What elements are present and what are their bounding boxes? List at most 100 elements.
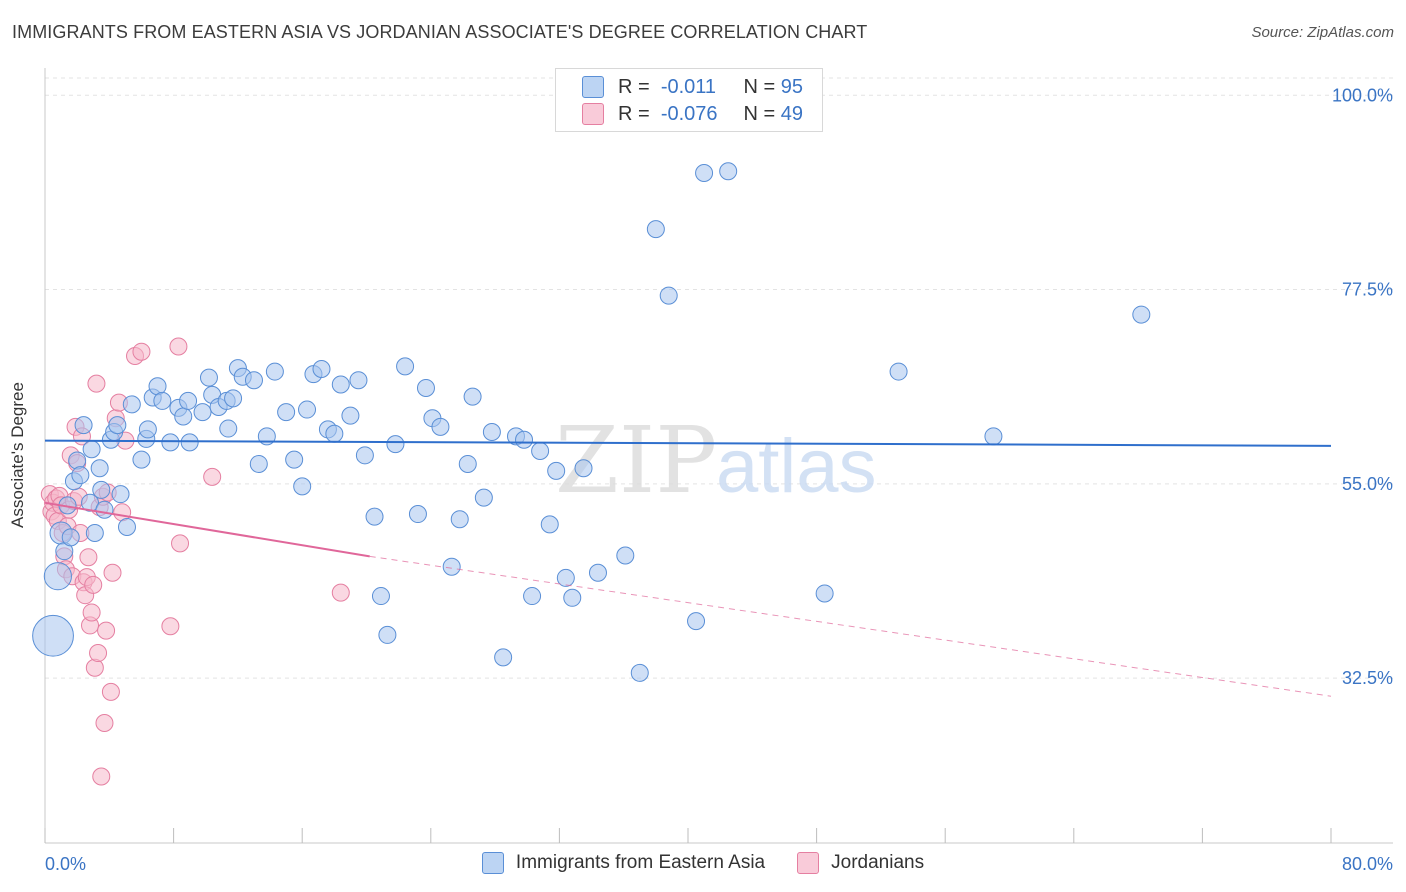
eastern-asia-point <box>122 395 141 414</box>
eastern-asia-point <box>540 515 559 534</box>
legend-n-label: N = <box>743 102 776 125</box>
series-legend-jordanians[interactable]: Jordanians <box>797 852 924 874</box>
series-swatch-pink <box>797 852 820 874</box>
eastern-asia-point <box>442 557 461 576</box>
eastern-asia-point <box>193 403 212 422</box>
eastern-asia-point <box>95 500 114 519</box>
eastern-asia-point <box>646 220 665 239</box>
legend-row-eastern-asia: R = -0.011 N = 95 <box>582 74 803 100</box>
eastern-asia-point <box>531 442 550 461</box>
eastern-asia-point <box>616 546 635 565</box>
jordanian-point <box>169 337 188 356</box>
jordanian-trend-line <box>44 501 370 558</box>
tick-labels: 32.5% 55.0% 77.5% 100.0% 0.0% 80.0% <box>45 85 1393 874</box>
eastern-asia-point <box>687 612 706 631</box>
y-tick-label: 55.0% <box>1342 474 1393 494</box>
jordanian-point <box>87 374 106 393</box>
eastern-asia-trend-line <box>44 439 1332 447</box>
jordanian-point <box>84 575 103 594</box>
eastern-asia-point <box>355 446 374 465</box>
eastern-asia-point <box>386 435 405 454</box>
eastern-asia-point <box>61 528 80 547</box>
eastern-asia-point <box>365 507 384 526</box>
eastern-asia-point <box>74 416 93 435</box>
eastern-asia-point <box>889 362 908 381</box>
y-tick-label: 32.5% <box>1342 668 1393 688</box>
legend-swatch-pink <box>582 103 604 125</box>
series-legend-eastern-asia[interactable]: Immigrants from Eastern Asia <box>481 852 766 874</box>
eastern-asia-point <box>482 423 501 442</box>
eastern-asia-point <box>111 485 130 504</box>
jordanian-point <box>161 617 180 636</box>
eastern-asia-point <box>32 614 74 657</box>
eastern-asia-point <box>815 584 834 603</box>
eastern-asia-point <box>458 454 477 473</box>
eastern-asia-point <box>293 477 312 496</box>
series-legend: Immigrants from Eastern Asia Jordanians <box>0 852 1406 874</box>
eastern-asia-point <box>659 286 678 305</box>
eastern-asia-point <box>117 517 136 536</box>
eastern-asia-points <box>32 162 1151 682</box>
legend-r-label: R = <box>618 75 650 98</box>
x-tick-label-min: 0.0% <box>45 854 86 874</box>
legend-swatch-blue <box>582 76 604 98</box>
y-tick-label: 77.5% <box>1342 280 1393 300</box>
legend-n-value: 95 <box>780 75 803 98</box>
jordanian-point <box>171 534 190 553</box>
eastern-asia-point <box>277 403 296 422</box>
eastern-asia-point <box>298 400 317 419</box>
legend-row-jordanians: R = -0.076 N = 49 <box>582 101 803 127</box>
jordanian-point <box>97 621 116 640</box>
jordanian-point <box>331 583 350 602</box>
jordanian-point <box>85 658 104 677</box>
jordanian-trend-extension <box>369 555 1332 697</box>
eastern-asia-point <box>153 391 172 410</box>
y-tick-label: 100.0% <box>1332 85 1393 105</box>
eastern-asia-point <box>556 568 575 587</box>
eastern-asia-point <box>984 427 1003 446</box>
correlation-legend: R = -0.011 N = 95 R = -0.076 N = 49 <box>555 68 823 132</box>
eastern-asia-point <box>85 524 104 543</box>
eastern-asia-point <box>630 663 649 682</box>
series-legend-label: Immigrants from Eastern Asia <box>515 852 766 873</box>
eastern-asia-point <box>180 433 199 452</box>
eastern-asia-point <box>371 587 390 606</box>
eastern-asia-point <box>90 459 109 478</box>
axes <box>44 68 1393 844</box>
eastern-asia-point <box>71 466 90 485</box>
watermark-atlas: atlas <box>716 424 877 509</box>
eastern-asia-point <box>396 357 415 376</box>
eastern-asia-point <box>719 162 738 181</box>
eastern-asia-point <box>408 505 427 524</box>
chart-title: IMMIGRANTS FROM EASTERN ASIA VS JORDANIA… <box>12 22 868 42</box>
eastern-asia-point <box>547 461 566 480</box>
eastern-asia-point <box>515 430 534 449</box>
eastern-asia-point <box>474 488 493 507</box>
eastern-asia-point <box>285 450 304 469</box>
legend-r-label: R = <box>618 102 650 125</box>
eastern-asia-point <box>81 493 100 512</box>
eastern-asia-point <box>563 588 582 607</box>
trend-lines <box>44 439 1332 697</box>
jordanian-point <box>89 644 108 663</box>
jordanian-point <box>92 767 111 786</box>
x-tick-label-max: 80.0% <box>1342 854 1393 874</box>
eastern-asia-point <box>224 389 243 408</box>
legend-r-value: -0.011 <box>660 75 717 98</box>
eastern-asia-point <box>138 420 157 439</box>
eastern-asia-point <box>174 407 193 426</box>
eastern-asia-point <box>179 391 198 410</box>
series-swatch-blue <box>481 852 504 874</box>
eastern-asia-point <box>588 563 607 582</box>
eastern-asia-point <box>695 163 714 182</box>
eastern-asia-point <box>416 378 435 397</box>
eastern-asia-point <box>161 433 180 452</box>
jordanian-point <box>203 467 222 486</box>
jordanian-point <box>95 713 114 732</box>
eastern-asia-point <box>325 424 344 443</box>
jordanian-point <box>101 682 120 701</box>
eastern-asia-point <box>494 648 513 667</box>
eastern-asia-point <box>249 454 268 473</box>
legend-n-value: 49 <box>780 102 803 125</box>
